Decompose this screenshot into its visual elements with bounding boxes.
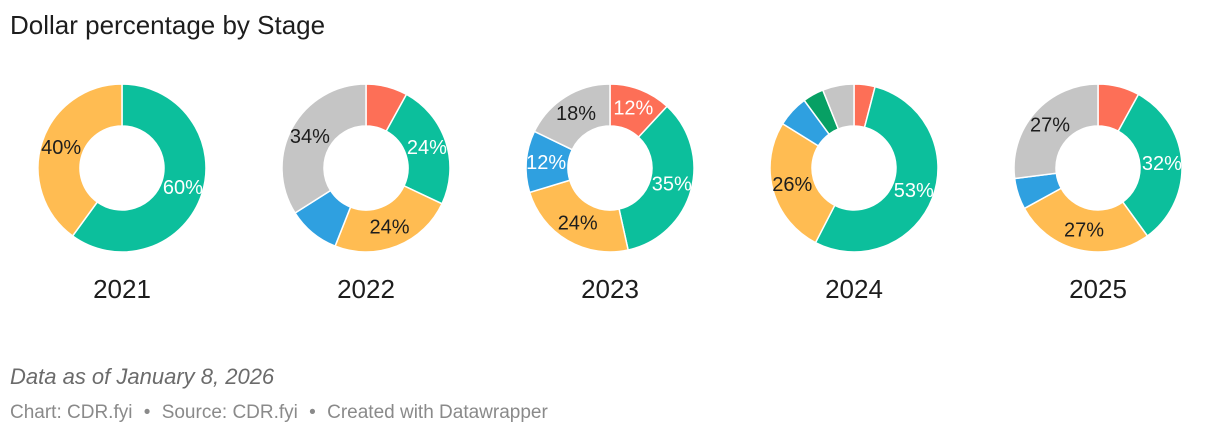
donut-slice	[71, 83, 207, 253]
donut-slice	[533, 83, 611, 151]
donut-2025: 32% 27% 27% 2025	[1013, 83, 1183, 304]
chart-footer: Chart: CDR.fyi • Source: CDR.fyi • Creat…	[10, 402, 548, 424]
slice-label: 35%	[652, 174, 692, 196]
donut-2022: 24% 24% 34% 2022	[281, 83, 451, 304]
slice-label: 40%	[41, 137, 81, 159]
year-label: 2021	[93, 274, 151, 304]
footer-separator: •	[309, 402, 316, 423]
donut-slice	[1023, 187, 1149, 253]
slice-label: 27%	[1030, 115, 1070, 137]
year-label: 2024	[825, 274, 883, 304]
slice-label: 34%	[290, 126, 330, 148]
slice-label: 18%	[556, 103, 596, 125]
donut-slice	[821, 83, 855, 130]
datawrapper-credit: Created with Datawrapper	[327, 402, 548, 423]
chart-title: Dollar percentage by Stage	[10, 10, 326, 40]
donut-2021: 60% 40% 2021	[37, 83, 207, 304]
donut-2024: 53% 26% 2024	[769, 83, 939, 304]
slice-label: 60%	[163, 177, 203, 199]
year-label: 2022	[337, 274, 395, 304]
slice-label: 26%	[772, 174, 812, 196]
donut-slice	[334, 184, 444, 253]
donut-slice	[814, 85, 939, 253]
chart-credit: Chart: CDR.fyi	[10, 402, 133, 423]
slice-label: 27%	[1064, 219, 1104, 241]
donut-slice	[1117, 93, 1183, 238]
year-label: 2025	[1069, 274, 1127, 304]
year-label: 2023	[581, 274, 639, 304]
donut-slice	[281, 83, 367, 215]
donut-slice	[37, 83, 123, 238]
donut-slice	[769, 122, 836, 244]
donut-slice	[1013, 83, 1099, 180]
donut-charts: 60% 40% 2021 24% 24% 34% 2022 12% 35% 24% 12% 18% 20…	[37, 83, 1183, 304]
slice-label: 24%	[558, 212, 598, 234]
slice-label: 24%	[407, 137, 447, 159]
donut-slice	[618, 105, 695, 251]
donut-2023: 12% 35% 24% 12% 18% 2023	[525, 83, 695, 304]
data-date-note: Data as of January 8, 2026	[10, 364, 275, 389]
footer-separator: •	[143, 402, 151, 423]
slice-label: 24%	[370, 217, 410, 239]
slice-label: 32%	[1142, 153, 1182, 175]
donut-slice	[528, 179, 630, 253]
slice-label: 53%	[894, 180, 934, 202]
donut-slice	[385, 93, 451, 205]
source-credit: Source: CDR.fyi	[161, 402, 298, 423]
slice-label: 12%	[526, 152, 566, 174]
slice-label: 12%	[613, 97, 653, 119]
